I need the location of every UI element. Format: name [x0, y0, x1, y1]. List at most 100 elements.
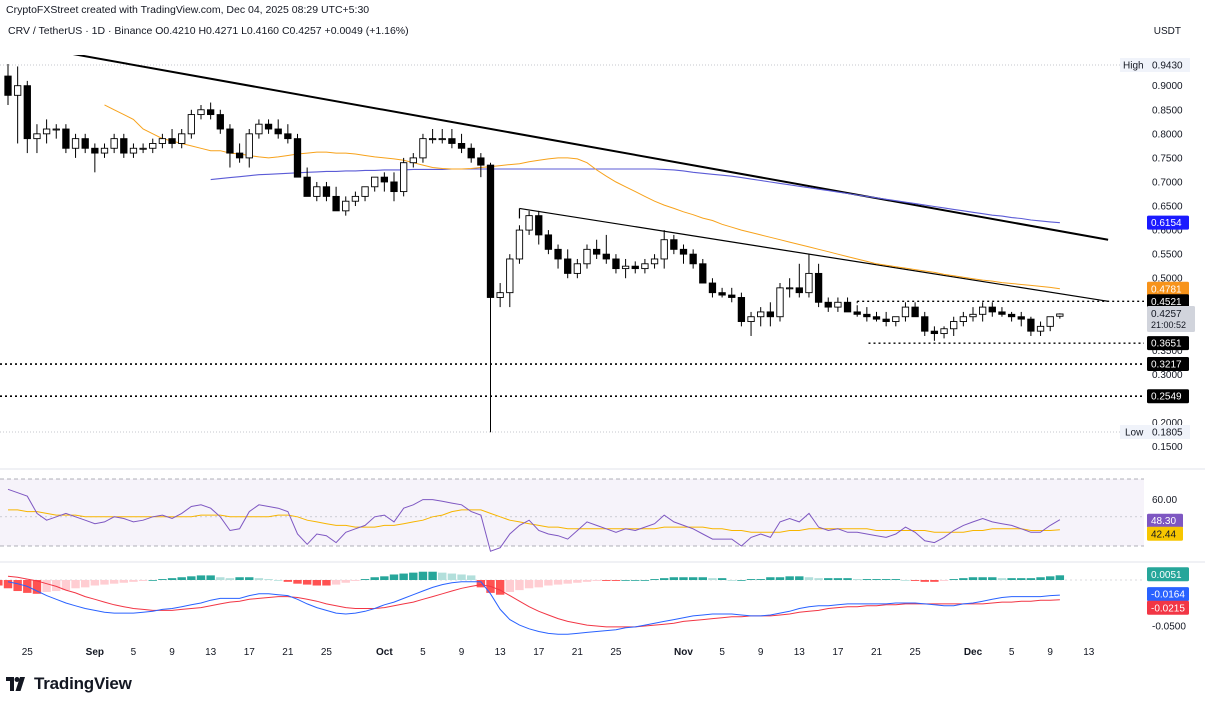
- macd-histogram-bar: [71, 580, 80, 589]
- macd-hist-value-label-bg: [1147, 567, 1189, 582]
- low-value: 0.1805: [1152, 428, 1183, 439]
- macd-histogram-bar: [756, 579, 765, 580]
- rsi-ma-value-label-bg: [1147, 526, 1183, 541]
- macd-histogram-bar: [872, 579, 881, 580]
- time-tick-label: 5: [131, 647, 137, 658]
- macd-histogram-bar: [90, 580, 100, 586]
- price-pane[interactable]: [0, 42, 1144, 433]
- macd-histogram-bar: [341, 580, 350, 583]
- macd-histogram-bar: [245, 577, 254, 580]
- macd-histogram-bar: [293, 580, 302, 584]
- candle-up: [52, 128, 60, 131]
- time-tick-label: 17: [244, 647, 256, 658]
- candle-up: [197, 109, 205, 116]
- candle-up: [129, 147, 138, 154]
- candle-up: [786, 287, 794, 290]
- current-price-label: 0.4257: [1151, 309, 1182, 320]
- macd-histogram-bar: [302, 580, 312, 585]
- macd-histogram-bar: [167, 578, 177, 580]
- ema50-price-label-bg: [1147, 281, 1189, 296]
- macd-histogram-bar: [196, 575, 206, 580]
- candle-down: [679, 248, 688, 255]
- macd-histogram-bar: [1007, 578, 1016, 580]
- macd-histogram-bar: [61, 580, 71, 591]
- ema200-price-label-text: 0.6154: [1151, 218, 1182, 229]
- resistance-price-label-text: 0.4521: [1151, 297, 1182, 308]
- candle-down: [843, 301, 852, 313]
- macd-histogram-bar: [891, 579, 900, 580]
- macd-histogram-bar: [254, 578, 264, 580]
- macd-histogram-bar: [910, 580, 920, 581]
- macd-histogram-bar: [824, 578, 833, 580]
- candle-down: [226, 128, 234, 154]
- time-tick-label: 25: [910, 647, 922, 658]
- support-price-label-text: 0.2549: [1151, 392, 1182, 403]
- candle-up: [428, 138, 437, 141]
- candle-down: [921, 316, 929, 332]
- macd-histogram-bar: [216, 577, 225, 580]
- candle-up: [834, 301, 842, 308]
- candle-up: [1036, 325, 1045, 332]
- candle-up: [1056, 313, 1064, 317]
- rsi-pane[interactable]: [7, 488, 1061, 552]
- macd-histogram-bar: [717, 578, 727, 580]
- candle-up: [621, 265, 630, 270]
- macd-histogram-bar: [32, 580, 42, 594]
- time-axis[interactable]: 25 Sep 5 9 13 17 21 25 Oct 5 9 13 17 21 25 Nov 5 9 13 17 21 2…: [22, 647, 1095, 658]
- high-value: 0.9430: [1152, 61, 1183, 72]
- candle-up: [757, 311, 765, 318]
- macd-histogram-bar: [881, 579, 891, 580]
- candle-up: [438, 138, 446, 141]
- macd-histogram-bar: [602, 580, 611, 581]
- macd-histogram-bar: [505, 580, 514, 592]
- ema50-price-label: 0.4781: [1147, 281, 1189, 296]
- high-label-bg: [1120, 58, 1190, 72]
- macd-histogram-bar: [978, 577, 987, 580]
- support-price-label-bg: [1147, 389, 1189, 404]
- macd-histogram-bar: [804, 577, 814, 580]
- candle-up: [496, 292, 504, 298]
- macd-histogram-bar: [563, 580, 572, 584]
- candle-down: [699, 263, 707, 284]
- candle-up: [158, 138, 167, 144]
- price-tick-label: 0.8000: [1152, 129, 1183, 140]
- macd-histogram-bar: [322, 580, 331, 586]
- macd-line: [7, 581, 1060, 635]
- rsi-value-label: 48.30: [1147, 513, 1183, 528]
- symbol-ohlc-line[interactable]: CRV / TetherUS · 1D · Binance O0.4210 H0…: [8, 25, 409, 37]
- candle-down: [689, 253, 697, 265]
- candle-down: [737, 297, 746, 322]
- price-tick-label: 0.7500: [1152, 153, 1183, 164]
- rsi-line: [7, 488, 1061, 552]
- macd-histogram-bar: [930, 580, 939, 582]
- candle-up: [71, 138, 80, 149]
- time-tick-label: Oct: [376, 647, 393, 658]
- time-tick-label: 17: [533, 647, 545, 658]
- candle-down: [564, 258, 572, 274]
- candle-down: [23, 85, 31, 140]
- macd-histogram-bar: [476, 580, 486, 588]
- tradingview-brand[interactable]: TradingView: [6, 674, 132, 694]
- candle-up: [660, 239, 668, 260]
- candle-up: [33, 133, 41, 140]
- macd-histogram-bar: [52, 580, 61, 592]
- tradingview-logo-icon: [6, 677, 25, 691]
- macd-pane[interactable]: [0, 571, 1065, 635]
- high-label: High: [1123, 61, 1144, 72]
- macd-histogram-bar: [650, 579, 659, 580]
- macd-histogram-bar: [669, 577, 679, 580]
- candle-up: [13, 85, 22, 96]
- resistance-price-label: 0.4521: [1147, 294, 1189, 309]
- price-axis[interactable]: 0.9000 0.8500 0.8000 0.7500 0.7000 0.6500 0.60…: [1120, 58, 1195, 633]
- time-tick-label: 21: [282, 647, 294, 658]
- macd-histogram-bar: [1046, 576, 1055, 580]
- macd-histogram-bar: [524, 580, 534, 589]
- macd-histogram-bar: [138, 580, 148, 581]
- macd-histogram-bar: [573, 580, 582, 583]
- price-tick-label: 0.6500: [1152, 202, 1183, 213]
- macd-histogram-bar: [235, 577, 244, 580]
- countdown-label: 21:00:52: [1151, 320, 1186, 330]
- macd-histogram-bar: [129, 580, 138, 582]
- macd-histogram-bar: [1055, 575, 1065, 580]
